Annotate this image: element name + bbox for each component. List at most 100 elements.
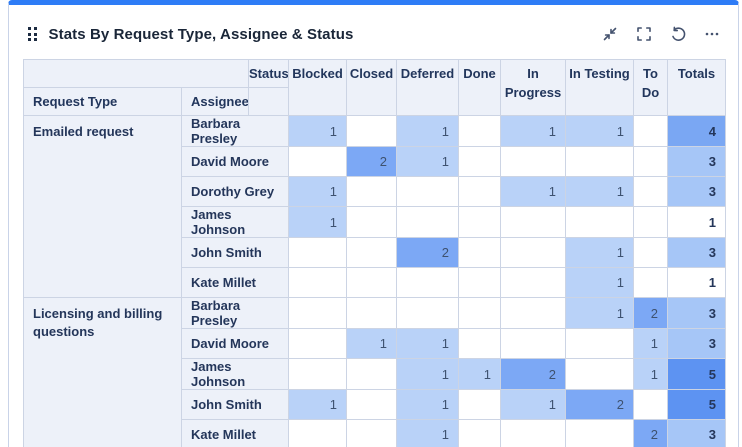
table-row: Emailed request Barbara Presley 1 1 1 1 4 bbox=[23, 115, 726, 298]
stat-value-cell: 2 bbox=[346, 146, 397, 177]
column-header-assignee: Assignee bbox=[181, 87, 249, 116]
stat-value-cell bbox=[288, 328, 347, 359]
column-header-request-type: Request Type bbox=[23, 87, 182, 116]
stat-value-cell bbox=[633, 115, 668, 147]
table-row: David Moore 1 1 1 3 bbox=[24, 328, 726, 359]
stat-value-cell bbox=[633, 176, 668, 207]
more-button[interactable] bbox=[700, 22, 724, 46]
table-row: James Johnson 1 1 bbox=[24, 206, 726, 238]
table-row: Dorothy Grey 1 1 1 3 bbox=[24, 176, 726, 207]
stat-value-cell bbox=[396, 206, 459, 238]
stat-value-cell: 2 bbox=[565, 389, 634, 420]
refresh-icon bbox=[670, 26, 687, 43]
header-row-2: Request Type Assignee bbox=[23, 87, 726, 116]
stat-value-cell bbox=[458, 297, 501, 329]
column-header-to-do: To Do bbox=[633, 59, 668, 116]
stat-value-cell: 1 bbox=[288, 176, 347, 207]
stats-table-body: Emailed request Barbara Presley 1 1 1 1 4 David… bbox=[23, 115, 726, 447]
assignee-cell: James Johnson bbox=[181, 206, 289, 238]
column-header-closed: Closed bbox=[346, 59, 397, 116]
stat-value-cell: 1 bbox=[633, 358, 668, 390]
column-header-blocked: Blocked bbox=[288, 59, 347, 116]
total-cell: 3 bbox=[667, 237, 726, 268]
stat-value-cell: 1 bbox=[288, 206, 347, 238]
stat-value-cell bbox=[458, 206, 501, 238]
stat-value-cell bbox=[500, 297, 566, 329]
stat-value-cell bbox=[500, 328, 566, 359]
stat-value-cell: 1 bbox=[500, 176, 566, 207]
assignee-cell: David Moore bbox=[181, 328, 289, 359]
total-cell: 5 bbox=[667, 389, 726, 420]
stat-value-cell bbox=[458, 237, 501, 268]
stat-value-cell bbox=[565, 419, 634, 447]
column-header-totals: Totals bbox=[667, 59, 726, 116]
stats-widget-card: Stats By Request Type, Assignee & Status bbox=[8, 0, 739, 447]
stat-value-cell: 1 bbox=[288, 389, 347, 420]
stat-value-cell bbox=[288, 237, 347, 268]
widget-header: Stats By Request Type, Assignee & Status bbox=[9, 5, 738, 59]
table-row: Kate Millet 1 2 3 bbox=[24, 419, 726, 447]
stats-table: Status Blocked Closed Deferred Done In P… bbox=[23, 59, 726, 447]
column-header-in-progress: In Progress bbox=[500, 59, 566, 116]
stat-value-cell: 2 bbox=[633, 419, 668, 447]
stat-value-cell bbox=[288, 358, 347, 390]
stat-value-cell: 1 bbox=[396, 328, 459, 359]
stat-value-cell bbox=[633, 237, 668, 268]
stat-value-cell bbox=[458, 115, 501, 147]
total-cell: 1 bbox=[667, 267, 726, 298]
stat-value-cell: 1 bbox=[396, 389, 459, 420]
request-type-cell: Licensing and billing questions bbox=[23, 297, 182, 447]
stat-value-cell bbox=[346, 419, 397, 447]
assignee-cell: Barbara Presley bbox=[181, 297, 289, 329]
stat-value-cell: 1 bbox=[565, 115, 634, 147]
stat-value-cell bbox=[346, 237, 397, 268]
stat-value-cell bbox=[500, 146, 566, 177]
stat-value-cell bbox=[346, 206, 397, 238]
table-row: Kate Millet 1 1 bbox=[24, 267, 726, 298]
assignee-cell: Barbara Presley bbox=[181, 115, 289, 147]
stat-value-cell bbox=[458, 389, 501, 420]
table-header: Status Blocked Closed Deferred Done In P… bbox=[23, 59, 726, 116]
stat-value-cell: 1 bbox=[565, 237, 634, 268]
column-header-deferred: Deferred bbox=[396, 59, 459, 116]
stat-value-cell bbox=[565, 328, 634, 359]
stat-value-cell: 2 bbox=[633, 297, 668, 329]
column-header-in-testing: In Testing bbox=[565, 59, 634, 116]
stat-value-cell bbox=[346, 176, 397, 207]
stat-value-cell: 2 bbox=[396, 237, 459, 268]
stat-value-cell bbox=[633, 146, 668, 177]
stat-value-cell bbox=[288, 146, 347, 177]
table-row: John Smith 1 1 1 2 5 bbox=[24, 389, 726, 420]
stat-value-cell: 1 bbox=[565, 297, 634, 329]
refresh-button[interactable] bbox=[666, 22, 690, 46]
expand-button[interactable] bbox=[632, 22, 656, 46]
stat-value-cell: 1 bbox=[396, 146, 459, 177]
stat-value-cell bbox=[346, 389, 397, 420]
stat-value-cell bbox=[346, 115, 397, 147]
assignee-cell: Kate Millet bbox=[181, 267, 289, 298]
drag-handle-icon[interactable] bbox=[28, 27, 37, 41]
total-cell: 1 bbox=[667, 206, 726, 238]
stat-value-cell bbox=[458, 176, 501, 207]
stat-value-cell: 1 bbox=[396, 419, 459, 447]
stat-value-cell bbox=[288, 267, 347, 298]
stat-value-cell bbox=[500, 267, 566, 298]
stat-value-cell bbox=[458, 146, 501, 177]
stat-value-cell: 1 bbox=[396, 358, 459, 390]
header-row-1: Status Blocked Closed Deferred Done In P… bbox=[23, 59, 726, 116]
stat-value-cell: 1 bbox=[565, 176, 634, 207]
table-container: Status Blocked Closed Deferred Done In P… bbox=[9, 59, 738, 447]
stat-value-cell bbox=[500, 206, 566, 238]
column-header-status: Status bbox=[248, 59, 289, 88]
stat-value-cell bbox=[458, 267, 501, 298]
total-cell: 3 bbox=[667, 176, 726, 207]
total-cell: 3 bbox=[667, 297, 726, 329]
total-cell: 3 bbox=[667, 328, 726, 359]
assignee-cell: David Moore bbox=[181, 146, 289, 177]
total-cell: 3 bbox=[667, 146, 726, 177]
stat-value-cell: 1 bbox=[396, 115, 459, 147]
collapse-button[interactable] bbox=[598, 22, 622, 46]
stat-value-cell bbox=[633, 389, 668, 420]
stat-value-cell: 1 bbox=[458, 358, 501, 390]
stat-value-cell: 1 bbox=[346, 328, 397, 359]
